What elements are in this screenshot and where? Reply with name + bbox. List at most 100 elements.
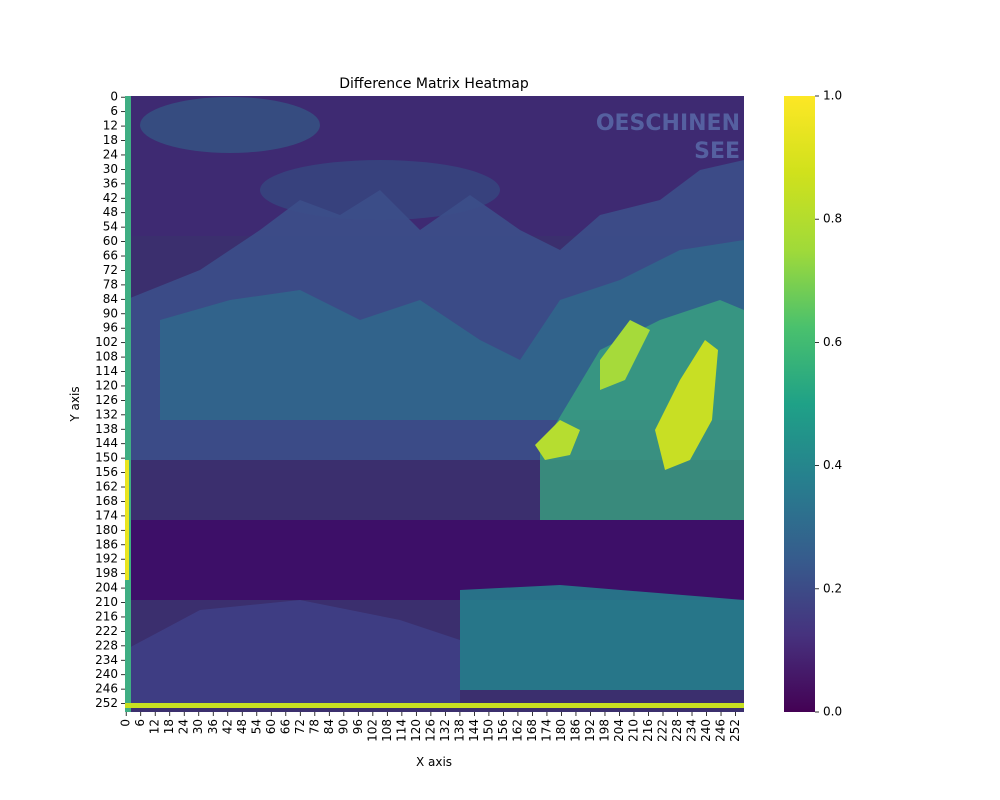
x-tick-label: 192	[583, 719, 597, 742]
heatmap-region-cloud	[140, 97, 320, 153]
x-tick-label: 234	[685, 719, 699, 742]
y-tick-label: 48	[103, 205, 118, 219]
x-tick-label: 60	[264, 719, 278, 734]
y-axis-label: Y axis	[68, 386, 82, 422]
y-tick-label: 192	[95, 552, 118, 566]
y-tick-label: 198	[95, 566, 118, 580]
heatmap-region-shore	[125, 600, 460, 705]
y-tick-label: 234	[95, 653, 118, 667]
x-tick-label: 6	[133, 719, 147, 727]
y-tick-label: 228	[95, 638, 118, 652]
colorbar-tick-label: 0.0	[823, 705, 842, 719]
x-tick-label: 222	[655, 719, 669, 742]
x-tick-label: 144	[467, 719, 481, 742]
x-tick-label: 204	[612, 719, 626, 742]
y-tick-label: 120	[95, 378, 118, 392]
y-tick-label: 24	[103, 147, 118, 161]
x-tick-label: 150	[481, 719, 495, 742]
colorbar-tick-label: 0.2	[823, 581, 842, 595]
x-tick-label: 240	[699, 719, 713, 742]
x-tick-label: 78	[307, 719, 321, 734]
x-tick-label: 72	[293, 719, 307, 734]
x-tick-label: 168	[525, 719, 539, 742]
y-tick-label: 0	[110, 90, 118, 104]
heatmap-watermark-line1: OESCHINEN	[596, 111, 740, 136]
y-tick-label: 252	[95, 696, 118, 710]
x-tick-label: 24	[177, 719, 191, 734]
x-tick-label: 252	[728, 719, 742, 742]
x-tick-label: 228	[670, 719, 684, 742]
heatmap-region-left-edge-bright	[125, 460, 129, 580]
y-tick-label: 186	[95, 537, 118, 551]
y-tick-label: 108	[95, 350, 118, 364]
x-axis-ticks: 0 6 12 18 24 30 36 42 48 54 60 66 72 78 84 90 96 102 108 11…	[119, 712, 742, 742]
colorbar-tick-label: 0.8	[823, 212, 842, 226]
heatmap-region-yellow-patch-2	[535, 420, 580, 460]
x-tick-label: 0	[119, 719, 133, 727]
y-tick-label: 132	[95, 407, 118, 421]
y-tick-label: 174	[95, 508, 118, 522]
colorbar-tick-label: 1.0	[823, 89, 842, 103]
y-tick-label: 162	[95, 480, 118, 494]
y-tick-label: 6	[110, 104, 118, 118]
x-tick-label: 186	[568, 719, 582, 742]
y-tick-label: 240	[95, 667, 118, 681]
x-tick-label: 102	[365, 719, 379, 742]
heatmap-region-left-edge	[125, 96, 131, 712]
y-tick-label: 30	[103, 162, 118, 176]
y-tick-label: 114	[95, 364, 118, 378]
colorbar	[784, 96, 815, 712]
x-tick-label: 156	[496, 719, 510, 742]
y-tick-label: 138	[95, 422, 118, 436]
y-tick-label: 168	[95, 494, 118, 508]
x-tick-label: 90	[336, 719, 350, 734]
x-tick-label: 198	[597, 719, 611, 742]
x-tick-label: 36	[206, 719, 220, 734]
y-tick-label: 90	[103, 306, 118, 320]
colorbar-ticks: 0.0 0.2 0.4 0.6 0.8 1.0	[815, 89, 842, 719]
y-tick-label: 78	[103, 277, 118, 291]
x-tick-label: 126	[423, 719, 437, 742]
x-tick-label: 216	[641, 719, 655, 742]
x-tick-label: 162	[510, 719, 524, 742]
colorbar-tick-label: 0.4	[823, 458, 842, 472]
heatmap-region-bottom-edge	[125, 703, 744, 708]
heatmap-region-yellow-patch	[600, 320, 650, 390]
y-tick-label: 66	[103, 249, 118, 263]
x-axis-label: X axis	[416, 755, 452, 769]
x-tick-label: 66	[278, 719, 292, 734]
y-tick-label: 246	[95, 682, 118, 696]
heatmap-region-yellow-slope	[655, 340, 718, 470]
x-tick-label: 132	[438, 719, 452, 742]
y-tick-label: 222	[95, 624, 118, 638]
x-tick-label: 54	[249, 719, 263, 734]
y-tick-label: 18	[103, 133, 118, 147]
x-tick-label: 48	[235, 719, 249, 734]
x-tick-label: 30	[191, 719, 205, 734]
y-axis-ticks: 0612182430364248546066727884909610210811…	[95, 90, 125, 710]
x-tick-label: 174	[539, 719, 553, 742]
y-tick-label: 36	[103, 176, 118, 190]
y-tick-label: 60	[103, 234, 118, 248]
x-tick-label: 246	[714, 719, 728, 742]
y-tick-label: 150	[95, 451, 118, 465]
y-tick-label: 156	[95, 465, 118, 479]
y-tick-label: 54	[103, 220, 118, 234]
y-tick-label: 84	[103, 292, 118, 306]
x-tick-label: 120	[409, 719, 423, 742]
x-tick-label: 210	[626, 719, 640, 742]
x-tick-label: 180	[554, 719, 568, 742]
x-tick-label: 84	[322, 719, 336, 734]
x-tick-label: 18	[162, 719, 176, 734]
y-tick-label: 144	[95, 436, 118, 450]
y-tick-label: 126	[95, 393, 118, 407]
heatmap-plot-area: OESCHINEN SEE	[125, 96, 744, 712]
heatmap-region-lake-right	[460, 585, 744, 690]
y-tick-label: 12	[103, 119, 118, 133]
y-tick-label: 72	[103, 263, 118, 277]
chart-title: Difference Matrix Heatmap	[339, 76, 529, 92]
x-tick-label: 96	[351, 719, 365, 734]
y-tick-label: 180	[95, 523, 118, 537]
y-tick-label: 42	[103, 191, 118, 205]
